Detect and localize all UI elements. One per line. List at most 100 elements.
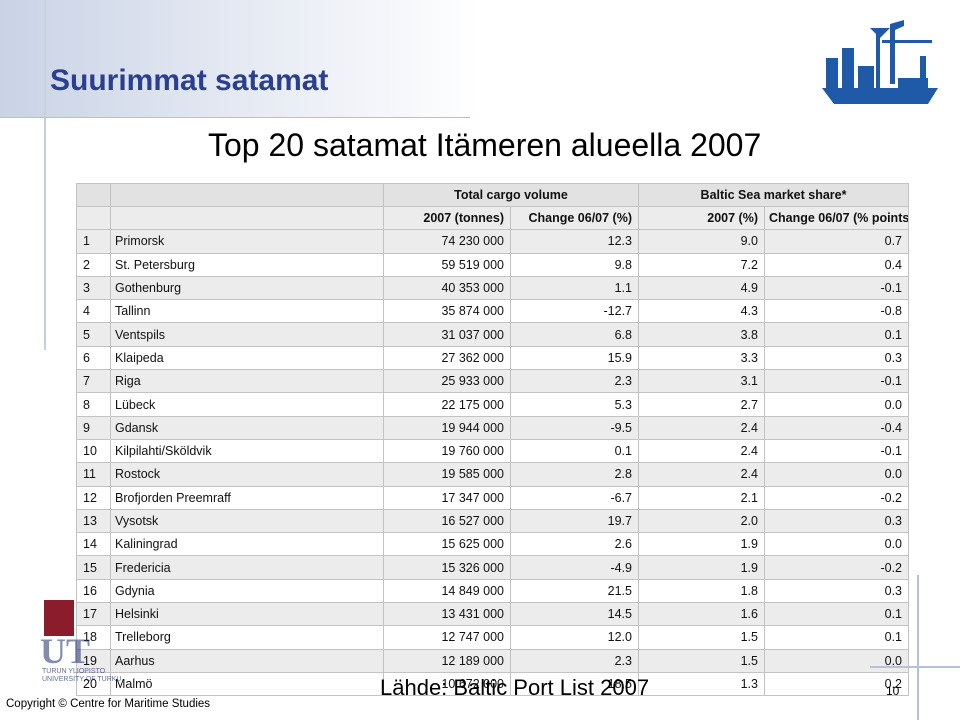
rank-cell: 13 (76, 508, 111, 534)
port-crane-logo-icon (822, 20, 938, 104)
port-name-cell: Lübeck (110, 392, 384, 417)
rank-cell: 3 (76, 275, 111, 301)
change-cell: -9.5 (510, 415, 639, 440)
tonnes-cell: 14 849 000 (383, 578, 511, 604)
change-cell: 0.1 (510, 438, 639, 464)
share-cell: 4.9 (638, 275, 765, 301)
rank-cell: 20 (76, 671, 111, 697)
share-cell: 3.8 (638, 322, 765, 347)
port-name-cell: Aarhus (110, 648, 384, 673)
tonnes-cell: 74 230 000 (383, 229, 511, 254)
rank-cell: 9 (76, 415, 111, 440)
tonnes-cell: 15 326 000 (383, 555, 511, 580)
share-cell: 1.9 (638, 532, 765, 557)
share-cell: 2.7 (638, 392, 765, 417)
share-change-cell: -0.4 (763, 415, 910, 440)
change-cell: 6.8 (510, 322, 639, 347)
port-name-cell: Riga (110, 369, 384, 394)
col-header-share-change: Change 06/07 (% points) (763, 205, 910, 231)
port-name-cell: Gothenburg (110, 275, 384, 301)
rank-cell: 7 (76, 369, 111, 394)
rank-cell: 14 (76, 532, 111, 557)
share-cell: 2.4 (638, 438, 765, 464)
share-change-cell: 0.4 (763, 252, 910, 277)
port-name-cell: Klaipeda (110, 345, 384, 371)
table-row: 11 Rostock 19 585 000 2.8 2.4 0.0 (76, 462, 910, 487)
share-change-cell: 0.0 (763, 648, 910, 673)
change-cell: 12.0 (510, 625, 639, 650)
tonnes-cell: 35 874 000 (383, 299, 511, 324)
copyright-text: Copyright © Centre for Maritime Studies (6, 698, 211, 710)
share-change-cell: -0.8 (763, 299, 910, 324)
col-header-tonnes: 2007 (tonnes) (383, 205, 511, 231)
sub-header-row: 2007 (tonnes) Change 06/07 (%) 2007 (%) … (76, 205, 910, 231)
share-change-cell: 0.1 (763, 625, 910, 650)
share-cell: 2.0 (638, 508, 765, 534)
table-row: 20 Malmö 10 672 000 18.5 1.3 0.2 (76, 671, 910, 697)
port-name-cell: Kilpilahti/Sköldvik (110, 438, 384, 464)
rank-cell: 1 (76, 229, 111, 254)
port-name-cell: Primorsk (110, 229, 384, 254)
top-ports-table: Total cargo volume Baltic Sea market sha… (76, 183, 910, 697)
slide-title: Suurimmat satamat (50, 64, 329, 97)
change-cell: 15.9 (510, 345, 639, 371)
university-logo-label: TURUN YLIOPISTO UNIVERSITY OF TURKU (42, 668, 122, 683)
share-cell: 1.5 (638, 648, 765, 673)
rank-cell: 15 (76, 555, 111, 580)
university-logo-text: UT (40, 631, 91, 671)
table-row: 7 Riga 25 933 000 2.3 3.1 -0.1 (76, 369, 910, 394)
table-row: 9 Gdansk 19 944 000 -9.5 2.4 -0.4 (76, 415, 910, 440)
ports-table-container: Total cargo volume Baltic Sea market sha… (76, 183, 910, 697)
table-row: 14 Kaliningrad 15 625 000 2.6 1.9 0.0 (76, 532, 910, 557)
tonnes-cell: 12 747 000 (383, 625, 511, 650)
rank-cell: 4 (76, 299, 111, 324)
share-change-cell: 0.7 (763, 229, 910, 254)
university-logo: UT TURUN YLIOPISTO UNIVERSITY OF TURKU (40, 600, 128, 686)
share-cell: 1.9 (638, 555, 765, 580)
port-name-cell: Gdynia (110, 578, 384, 604)
table-row: 17 Helsinki 13 431 000 14.5 1.6 0.1 (76, 602, 910, 627)
table-row: 13 Vysotsk 16 527 000 19.7 2.0 0.3 (76, 508, 910, 534)
tonnes-cell: 12 189 000 (383, 648, 511, 673)
share-change-cell: 0.1 (763, 322, 910, 347)
decorative-horizontal-line (0, 117, 470, 118)
change-cell: 2.3 (510, 648, 639, 673)
change-cell: 21.5 (510, 578, 639, 604)
share-change-cell: -0.2 (763, 555, 910, 580)
tonnes-cell: 17 347 000 (383, 485, 511, 510)
rank-cell: 11 (76, 462, 111, 487)
port-name-cell: Trelleborg (110, 625, 384, 650)
share-change-cell: 0.3 (763, 345, 910, 371)
port-name-cell: Vysotsk (110, 508, 384, 534)
port-name-cell: St. Petersburg (110, 252, 384, 277)
share-cell: 2.1 (638, 485, 765, 510)
share-change-cell: 0.0 (763, 462, 910, 487)
table-row: 8 Lübeck 22 175 000 5.3 2.7 0.0 (76, 392, 910, 417)
table-row: 4 Tallinn 35 874 000 -12.7 4.3 -0.8 (76, 299, 910, 324)
tonnes-cell: 13 431 000 (383, 602, 511, 627)
change-cell: -12.7 (510, 299, 639, 324)
table-row: 10 Kilpilahti/Sköldvik 19 760 000 0.1 2.4 -0.… (76, 438, 910, 464)
share-cell: 1.3 (638, 671, 765, 697)
table-row: 18 Trelleborg 12 747 000 12.0 1.5 0.1 (76, 625, 910, 650)
port-name-cell: Rostock (110, 462, 384, 487)
table-row: 1 Primorsk 74 230 000 12.3 9.0 0.7 (76, 229, 910, 254)
market-share-header: Baltic Sea market share* (637, 183, 910, 207)
tonnes-cell: 19 944 000 (383, 415, 511, 440)
table-row: 3 Gothenburg 40 353 000 1.1 4.9 -0.1 (76, 275, 910, 301)
tonnes-cell: 25 933 000 (383, 369, 511, 394)
change-cell: 9.8 (510, 252, 639, 277)
port-name-cell: Kaliningrad (110, 532, 384, 557)
share-cell: 3.3 (638, 345, 765, 371)
share-change-cell: -0.1 (763, 275, 910, 301)
table-row: 12 Brofjorden Preemraff 17 347 000 -6.7 2.1-… (76, 485, 910, 510)
share-change-cell: 0.0 (763, 392, 910, 417)
table-row: 16 Gdynia 14 849 000 21.5 1.8 0.3 (76, 578, 910, 604)
group-header-row: Total cargo volume Baltic Sea market sha… (76, 183, 910, 207)
table-row: 6 Klaipeda 27 362 000 15.9 3.3 0.3 (76, 345, 910, 371)
port-name-cell: Helsinki (110, 602, 384, 627)
share-cell: 4.3 (638, 299, 765, 324)
share-cell: 1.8 (638, 578, 765, 604)
tonnes-cell: 31 037 000 (383, 322, 511, 347)
decorative-vertical-line (44, 0, 46, 350)
